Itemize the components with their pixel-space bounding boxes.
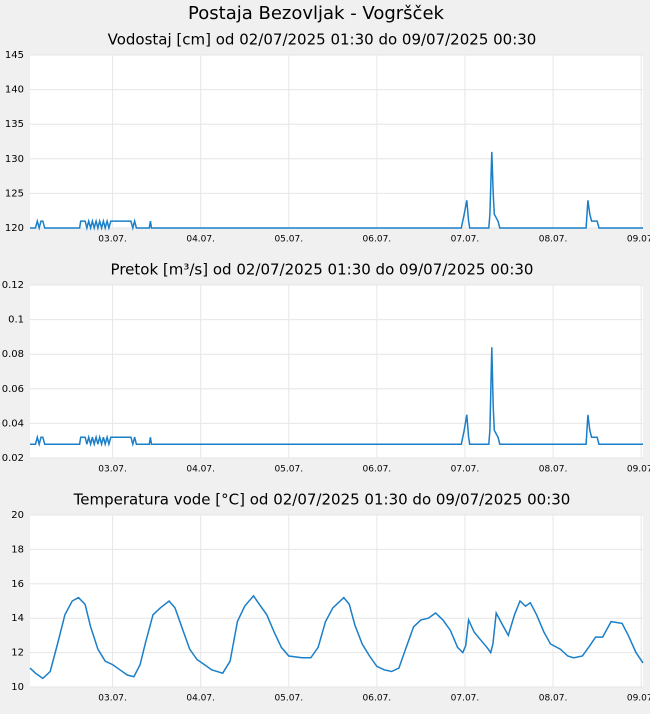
x-tick-label: 06.07.: [363, 235, 392, 245]
x-tick-label: 08.07.: [539, 235, 568, 245]
x-tick-label: 08.07.: [539, 694, 568, 704]
data-line: [30, 347, 643, 448]
y-tick-label: 130: [5, 154, 24, 165]
y-tick-label: 125: [5, 188, 24, 199]
y-tick-label: 18: [11, 544, 24, 555]
y-tick-label: 0.08: [2, 349, 24, 360]
x-tick-label: 03.07.: [98, 465, 127, 475]
x-tick-label: 05.07.: [274, 235, 303, 245]
y-tick-label: 12: [11, 648, 24, 659]
y-tick-label: 0.1: [8, 315, 24, 326]
y-tick-label: 140: [5, 85, 24, 96]
y-tick-label: 135: [5, 119, 24, 130]
y-tick-label: 14: [11, 613, 24, 624]
y-tick-label: 0.06: [2, 384, 24, 395]
chart-subtitle: Vodostaj [cm] od 02/07/2025 01:30 do 09/…: [108, 31, 537, 49]
x-tick-label: 05.07.: [274, 465, 303, 475]
x-tick-label: 03.07.: [98, 694, 127, 704]
x-tick-label: 04.07.: [186, 465, 215, 475]
y-tick-label: 145: [5, 50, 24, 61]
x-tick-label: 03.07.: [98, 235, 127, 245]
y-tick-label: 0.12: [2, 280, 24, 291]
x-tick-label: 04.07.: [186, 235, 215, 245]
plot-area: [30, 55, 643, 228]
x-tick-label: 07.07.: [451, 694, 480, 704]
y-tick-label: 10: [11, 682, 24, 693]
x-tick-label: 06.07.: [363, 465, 392, 475]
x-tick-label: 04.07.: [186, 694, 215, 704]
x-tick-label: 06.07.: [363, 694, 392, 704]
x-tick-label: 07.07.: [451, 235, 480, 245]
x-tick-label: 08.07.: [539, 465, 568, 475]
x-tick-label: 07.07.: [451, 465, 480, 475]
plot-area: [30, 515, 643, 687]
data-line: [30, 151, 643, 231]
page-title: Postaja Bezovljak - Vogršček: [188, 3, 444, 24]
x-tick-label: 09.07.: [627, 465, 650, 475]
x-tick-label: 05.07.: [274, 694, 303, 704]
plot-area: [30, 285, 643, 458]
y-tick-label: 120: [5, 223, 24, 234]
y-tick-label: 0.04: [2, 418, 24, 429]
y-tick-label: 16: [11, 579, 24, 590]
data-line: [29, 594, 644, 680]
chart-subtitle: Pretok [m³/s] od 02/07/2025 01:30 do 09/…: [111, 261, 534, 279]
x-tick-label: 09.07.: [627, 235, 650, 245]
y-tick-label: 20: [11, 510, 24, 521]
y-tick-label: 0.02: [2, 453, 24, 464]
x-tick-label: 09.07.: [627, 694, 650, 704]
chart-subtitle: Temperatura vode [°C] od 02/07/2025 01:3…: [73, 491, 571, 509]
